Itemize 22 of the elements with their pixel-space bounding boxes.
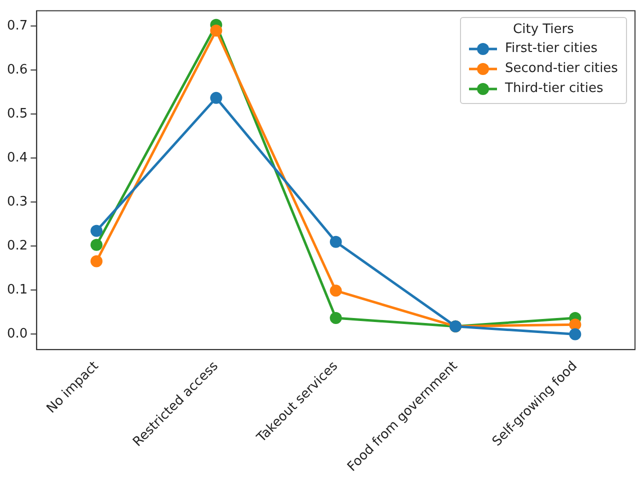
y-tick-label: 0.4 [6,150,28,166]
y-tick-label: 0.1 [6,282,28,298]
point [569,318,582,331]
legend-title: City Tiers [512,22,575,37]
y-tick-label: 0.2 [6,238,28,254]
legend-label: Third-tier cities [505,81,604,96]
y-tick-label: 0.5 [6,106,28,122]
point [569,328,582,340]
legend-label: Second-tier cities [505,61,618,76]
y-tick-label: 0.7 [6,18,28,34]
point [330,312,342,324]
point [330,284,342,297]
y-tick-label: 0.6 [6,62,28,78]
point [210,92,222,104]
point [210,24,222,37]
point [90,238,103,251]
point [330,236,342,248]
y-tick-label: 0.3 [6,194,28,210]
legend-label: First-tier cities [505,41,598,56]
point [90,255,103,268]
point [90,224,103,237]
y-tick-label: 0.0 [6,326,28,342]
